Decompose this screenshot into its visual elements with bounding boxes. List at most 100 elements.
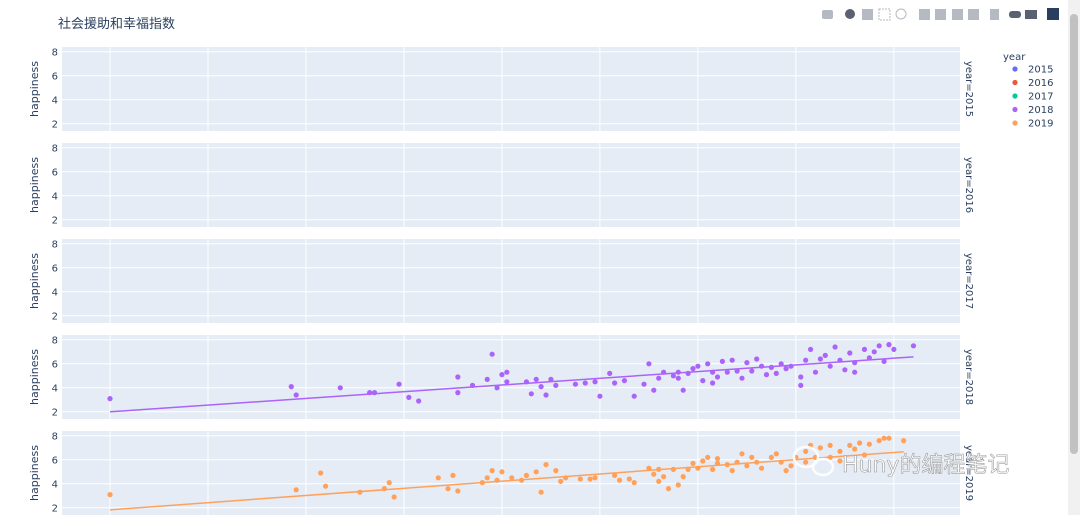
point xyxy=(293,392,299,398)
y-tick-label: 6 xyxy=(52,359,58,370)
point xyxy=(705,361,711,367)
point xyxy=(592,379,598,385)
point xyxy=(881,435,887,441)
point xyxy=(455,374,461,380)
point xyxy=(856,440,863,446)
modebar-button[interactable] xyxy=(968,9,979,20)
point xyxy=(577,476,583,482)
point xyxy=(626,476,632,482)
point xyxy=(695,363,701,369)
point xyxy=(406,394,412,400)
plot-background xyxy=(62,239,960,323)
point xyxy=(494,385,500,391)
point xyxy=(631,480,637,486)
point xyxy=(852,446,858,452)
plot-background xyxy=(62,143,960,227)
point xyxy=(651,471,657,477)
modebar-button[interactable] xyxy=(895,8,907,20)
modebar-button[interactable] xyxy=(822,10,833,19)
plot-background xyxy=(62,47,960,131)
point xyxy=(832,344,838,350)
y-tick-label: 4 xyxy=(52,383,58,394)
modebar-button[interactable] xyxy=(878,8,891,21)
point xyxy=(803,357,809,363)
point xyxy=(910,343,917,349)
watermark: Huny的编程笔记 xyxy=(792,445,1010,478)
point xyxy=(597,393,603,399)
point xyxy=(612,472,618,478)
point xyxy=(768,454,774,460)
modebar-button[interactable] xyxy=(919,9,930,20)
y-tick-label: 8 xyxy=(52,239,58,250)
modebar-button[interactable] xyxy=(1025,10,1037,19)
modebar-button[interactable] xyxy=(935,9,946,20)
point xyxy=(788,463,794,469)
point xyxy=(739,451,745,457)
y-tick-label: 8 xyxy=(52,47,58,58)
point xyxy=(646,361,652,367)
point xyxy=(675,375,681,381)
point xyxy=(107,492,113,498)
point xyxy=(773,370,779,376)
point xyxy=(455,390,461,396)
point xyxy=(416,398,422,404)
point xyxy=(705,454,711,460)
point xyxy=(450,472,456,478)
point xyxy=(670,373,677,379)
y-tick-label: 4 xyxy=(52,287,58,298)
watermark-icon xyxy=(792,445,820,469)
point xyxy=(876,343,882,349)
point xyxy=(499,372,505,378)
point xyxy=(861,346,868,352)
point xyxy=(318,470,324,476)
scrollbar-thumb[interactable] xyxy=(1070,14,1078,454)
point xyxy=(807,346,814,352)
facet-label: year=2018 xyxy=(963,349,974,405)
point xyxy=(709,466,716,472)
point xyxy=(484,475,490,481)
point xyxy=(656,478,662,484)
plot-background xyxy=(62,431,960,515)
point xyxy=(837,448,843,454)
modebar-button[interactable] xyxy=(1009,11,1021,18)
point xyxy=(891,346,897,352)
legend-marker xyxy=(1012,93,1018,99)
point xyxy=(817,356,823,362)
y-tick-label: 6 xyxy=(52,71,58,82)
modebar-button[interactable] xyxy=(862,9,873,20)
point xyxy=(690,366,696,372)
point xyxy=(744,463,750,469)
point xyxy=(822,352,828,358)
point xyxy=(386,480,392,486)
facet-label: year=2017 xyxy=(963,253,974,309)
point xyxy=(543,392,549,398)
point xyxy=(812,369,819,375)
point xyxy=(607,370,613,376)
point xyxy=(709,380,716,386)
facet-label: year=2015 xyxy=(963,61,974,117)
point xyxy=(763,372,770,378)
point xyxy=(548,376,554,382)
point xyxy=(582,380,588,386)
point xyxy=(616,477,623,483)
point xyxy=(842,367,848,373)
point xyxy=(391,494,397,500)
point xyxy=(396,381,402,387)
point xyxy=(758,465,765,471)
modebar-logo[interactable] xyxy=(1047,8,1059,20)
modebar-button[interactable] xyxy=(845,9,855,19)
y-tick-label: 4 xyxy=(52,95,58,106)
point xyxy=(322,483,329,489)
point xyxy=(783,366,789,372)
point xyxy=(592,475,598,481)
point xyxy=(714,456,721,462)
y-tick-label: 6 xyxy=(52,455,58,466)
point xyxy=(700,458,706,464)
point xyxy=(729,468,735,474)
point xyxy=(499,469,505,475)
legend-marker xyxy=(1012,66,1018,72)
point xyxy=(553,468,559,474)
chart-title: 社会援助和幸福指数 xyxy=(58,16,175,32)
modebar-button[interactable] xyxy=(952,9,963,20)
modebar-button[interactable] xyxy=(990,9,999,20)
